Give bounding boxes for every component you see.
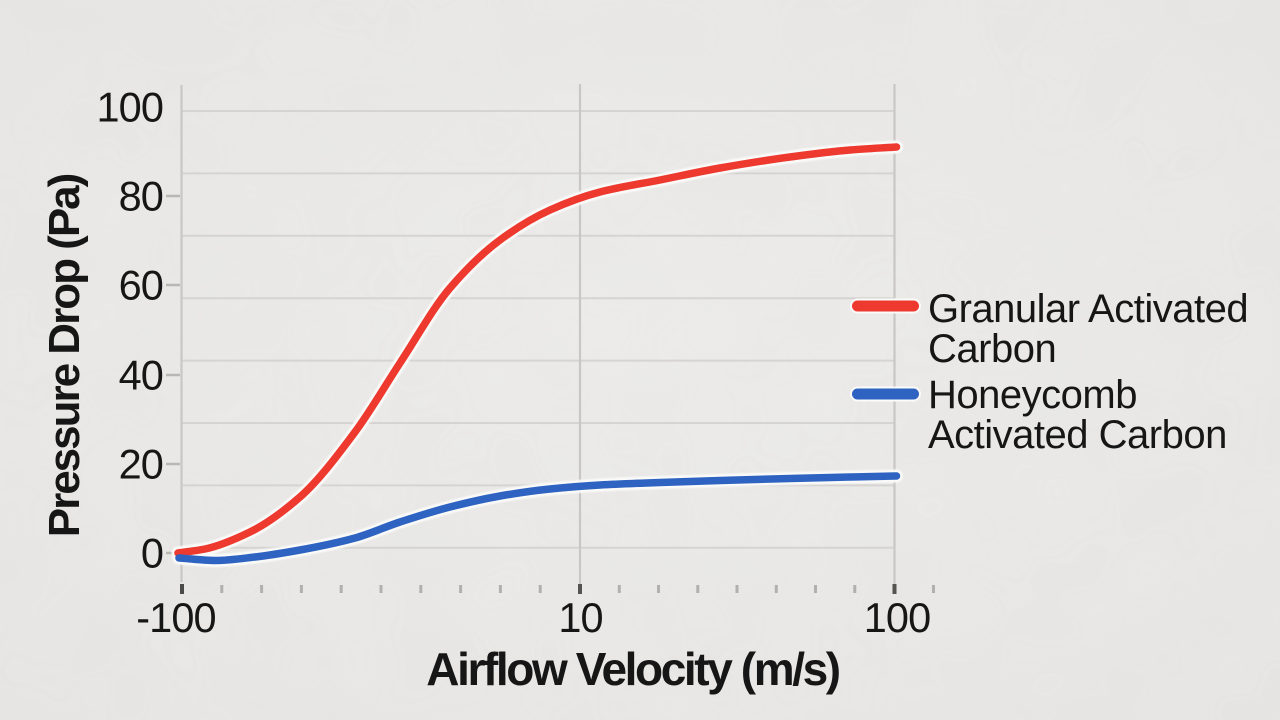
svg-text:100: 100 <box>864 594 931 641</box>
svg-text:100: 100 <box>96 83 163 130</box>
svg-text:0: 0 <box>141 529 163 576</box>
svg-text:Airflow Velocity (m/s): Airflow Velocity (m/s) <box>426 643 839 695</box>
svg-text:Honeycomb: Honeycomb <box>928 373 1137 417</box>
svg-text:60: 60 <box>119 261 163 308</box>
svg-text:-100: -100 <box>136 594 215 641</box>
svg-text:Activated Carbon: Activated Carbon <box>928 413 1227 457</box>
svg-text:Granular Activated: Granular Activated <box>928 287 1248 331</box>
svg-text:40: 40 <box>119 351 163 398</box>
svg-text:80: 80 <box>119 172 163 219</box>
svg-text:Pressure Drop (Pa): Pressure Drop (Pa) <box>40 174 89 537</box>
svg-text:20: 20 <box>119 440 163 487</box>
svg-text:10: 10 <box>558 594 602 641</box>
svg-text:Carbon: Carbon <box>928 327 1056 371</box>
